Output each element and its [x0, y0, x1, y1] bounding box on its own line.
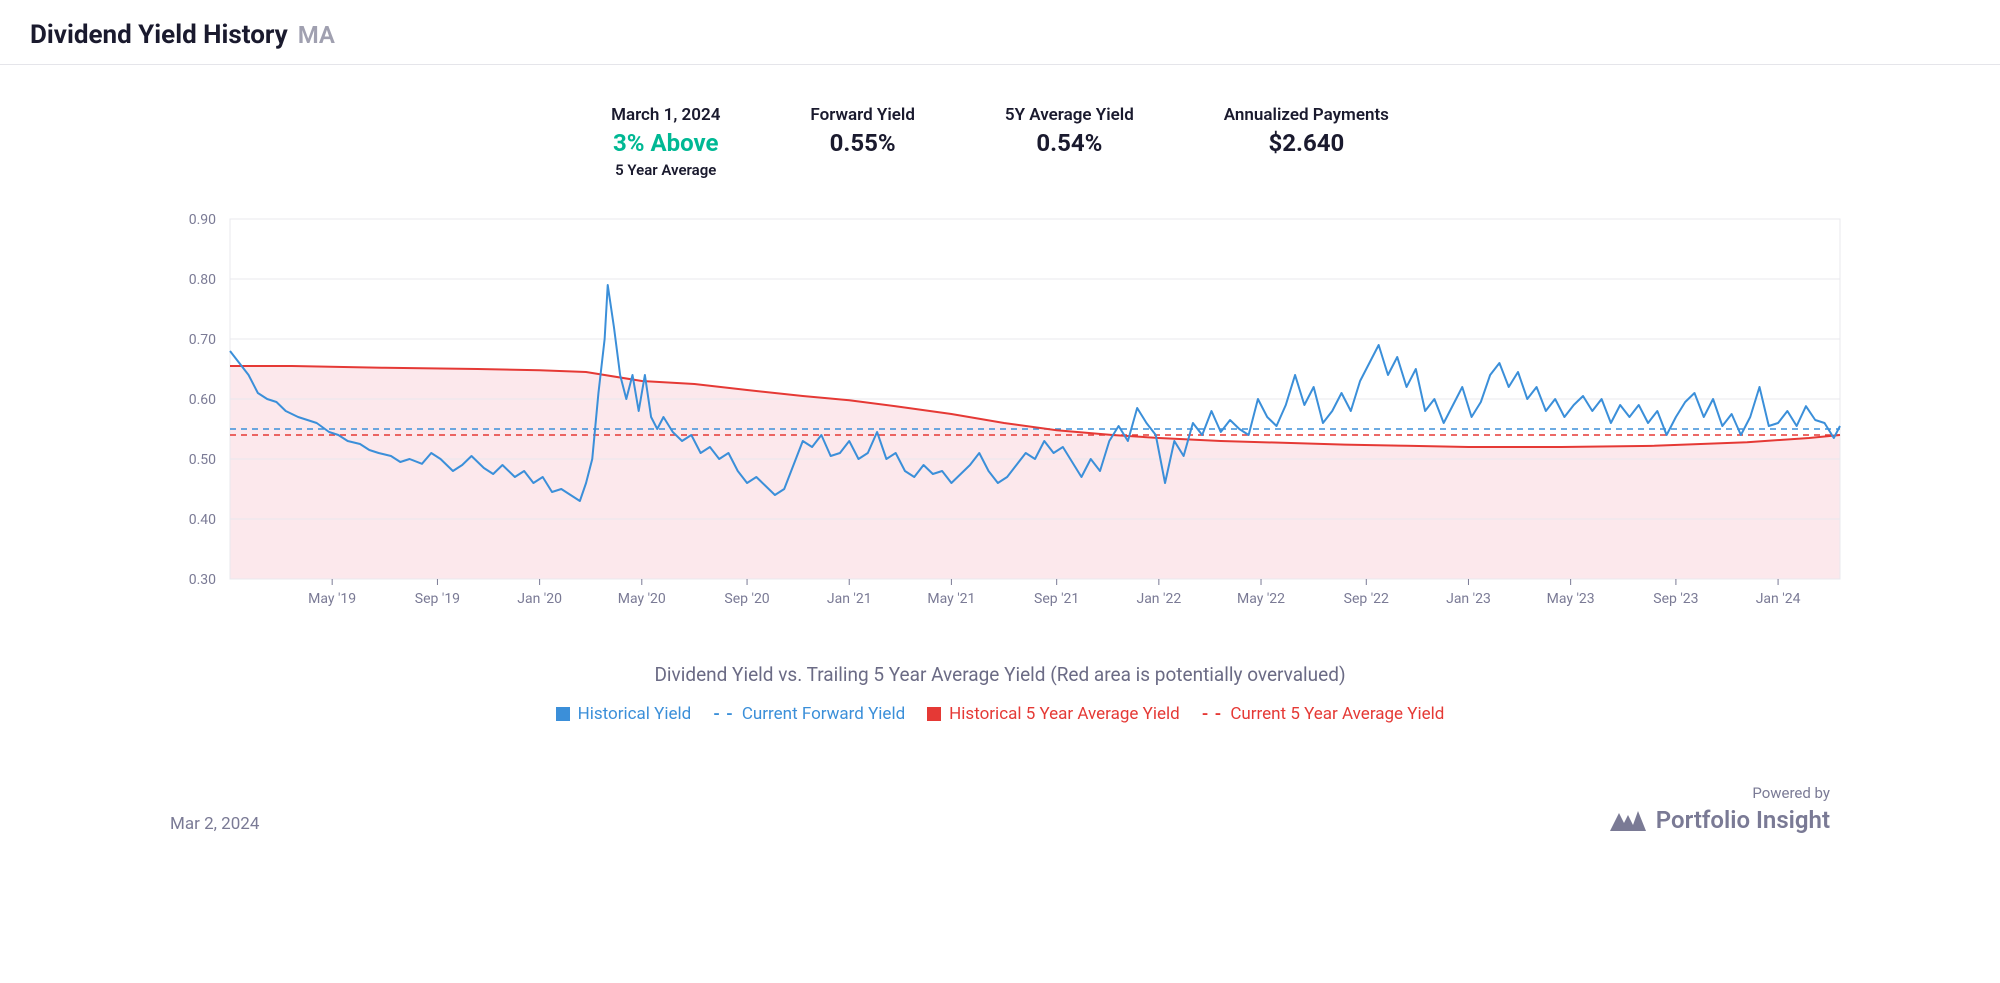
stat-value: 3% Above	[611, 129, 720, 157]
svg-text:Sep '23: Sep '23	[1653, 591, 1698, 607]
page-header: Dividend Yield History MA	[0, 0, 2000, 65]
chart-legend: Historical Yield - - Current Forward Yield…	[0, 704, 2000, 724]
svg-text:May '23: May '23	[1547, 591, 1595, 607]
svg-text:0.30: 0.30	[189, 572, 216, 588]
stat-label: Annualized Payments	[1224, 105, 1389, 125]
legend-item: - - Current 5 Year Average Yield	[1202, 704, 1445, 724]
legend-dash-icon: - -	[713, 704, 734, 724]
footer-brand: Powered by Portfolio Insight	[1610, 784, 1830, 834]
svg-text:Jan '21: Jan '21	[827, 591, 872, 607]
svg-text:Jan '22: Jan '22	[1136, 591, 1181, 607]
stat-value: 0.54%	[1005, 129, 1134, 157]
stat-block: Forward Yield 0.55%	[810, 105, 915, 179]
svg-text:0.90: 0.90	[189, 212, 216, 228]
svg-text:0.40: 0.40	[189, 512, 216, 528]
stats-row: March 1, 2024 3% Above 5 Year Average Forwa…	[0, 105, 2000, 179]
svg-text:0.70: 0.70	[189, 332, 216, 348]
stat-label: March 1, 2024	[611, 105, 720, 125]
legend-item: - - Current Forward Yield	[713, 704, 905, 724]
ticker-symbol: MA	[298, 21, 335, 49]
svg-text:May '19: May '19	[308, 591, 356, 607]
stat-block: 5Y Average Yield 0.54%	[1005, 105, 1134, 179]
svg-text:Jan '20: Jan '20	[517, 591, 562, 607]
legend-text: Historical 5 Year Average Yield	[949, 704, 1180, 724]
svg-text:Sep '20: Sep '20	[724, 591, 769, 607]
legend-swatch-icon	[927, 707, 941, 721]
svg-text:0.60: 0.60	[189, 392, 216, 408]
brand-name: Portfolio Insight	[1610, 806, 1830, 834]
legend-item: Historical 5 Year Average Yield	[927, 704, 1180, 724]
svg-text:Sep '21: Sep '21	[1034, 591, 1079, 607]
yield-chart: 0.30 0.40 0.50 0.60 0.70 0.80 0.90 May '19 Sep '…	[150, 209, 1850, 639]
chart-caption: Dividend Yield vs. Trailing 5 Year Avera…	[0, 663, 2000, 686]
legend-swatch-icon	[556, 707, 570, 721]
svg-text:Sep '22: Sep '22	[1344, 591, 1389, 607]
stat-sublabel: 5 Year Average	[611, 161, 720, 179]
stat-value: $2.640	[1224, 129, 1389, 157]
svg-text:0.80: 0.80	[189, 272, 216, 288]
svg-text:Jan '24: Jan '24	[1756, 591, 1801, 607]
legend-text: Current Forward Yield	[742, 704, 905, 724]
legend-text: Historical Yield	[578, 704, 692, 724]
page-title: Dividend Yield History	[30, 20, 288, 50]
stat-label: 5Y Average Yield	[1005, 105, 1134, 125]
stat-label: Forward Yield	[810, 105, 915, 125]
legend-dash-icon: - -	[1202, 704, 1223, 724]
chart-svg: 0.30 0.40 0.50 0.60 0.70 0.80 0.90 May '19 Sep '…	[150, 209, 1850, 639]
stat-block: March 1, 2024 3% Above 5 Year Average	[611, 105, 720, 179]
powered-by-label: Powered by	[1610, 784, 1830, 802]
svg-text:May '21: May '21	[927, 591, 975, 607]
footer-date: Mar 2, 2024	[170, 814, 259, 834]
svg-text:Jan '23: Jan '23	[1446, 591, 1491, 607]
stat-value: 0.55%	[810, 129, 915, 157]
stat-block: Annualized Payments $2.640	[1224, 105, 1389, 179]
brand-logo-icon	[1610, 809, 1646, 831]
svg-text:Sep '19: Sep '19	[415, 591, 460, 607]
svg-text:May '22: May '22	[1237, 591, 1285, 607]
svg-text:0.50: 0.50	[189, 452, 216, 468]
page-footer: Mar 2, 2024 Powered by Portfolio Insight	[170, 784, 1830, 834]
legend-text: Current 5 Year Average Yield	[1230, 704, 1444, 724]
legend-item: Historical Yield	[556, 704, 692, 724]
svg-text:May '20: May '20	[618, 591, 666, 607]
